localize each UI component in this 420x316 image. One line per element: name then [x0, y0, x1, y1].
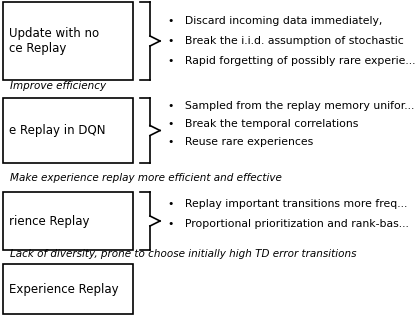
Text: Make experience replay more efficient and effective: Make experience replay more efficient an… [10, 173, 282, 183]
FancyBboxPatch shape [3, 192, 133, 250]
Text: rience Replay: rience Replay [9, 215, 89, 228]
Text: •   Reuse rare experiences: • Reuse rare experiences [168, 137, 313, 147]
Text: •   Sampled from the replay memory unifor...: • Sampled from the replay memory unifor.… [168, 101, 415, 111]
Text: •   Break the i.i.d. assumption of stochastic: • Break the i.i.d. assumption of stochas… [168, 36, 404, 46]
Text: •   Discard incoming data immediately,: • Discard incoming data immediately, [168, 16, 382, 26]
Text: •   Break the temporal correlations: • Break the temporal correlations [168, 119, 358, 129]
Text: Experience Replay: Experience Replay [9, 283, 118, 295]
FancyBboxPatch shape [3, 98, 133, 163]
Text: Update with no
ce Replay: Update with no ce Replay [9, 27, 99, 55]
Text: •   Proportional prioritization and rank-bas...: • Proportional prioritization and rank-b… [168, 219, 409, 229]
Text: e Replay in DQN: e Replay in DQN [9, 124, 105, 137]
Text: •   Rapid forgetting of possibly rare experie...: • Rapid forgetting of possibly rare expe… [168, 56, 415, 66]
FancyBboxPatch shape [3, 264, 133, 314]
Text: Improve efficiency: Improve efficiency [10, 81, 106, 91]
Text: Lack of diversity, prone to choose initially high TD error transitions: Lack of diversity, prone to choose initi… [10, 249, 357, 259]
Text: •   Replay important transitions more freq...: • Replay important transitions more freq… [168, 199, 407, 209]
FancyBboxPatch shape [3, 2, 133, 80]
